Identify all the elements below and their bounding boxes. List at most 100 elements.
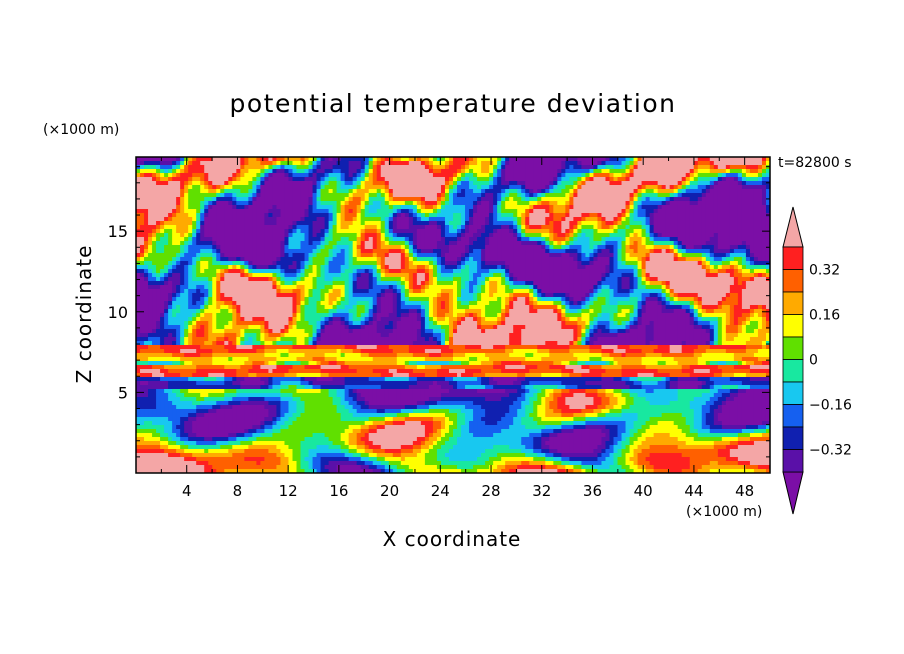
contour-cell bbox=[340, 185, 346, 190]
contour-cell bbox=[376, 237, 382, 242]
contour-cell bbox=[625, 265, 631, 270]
contour-cell bbox=[589, 201, 595, 206]
contour-cell bbox=[717, 241, 723, 246]
contour-cell bbox=[324, 229, 330, 234]
contour-cell bbox=[344, 177, 350, 182]
contour-cell bbox=[453, 209, 458, 214]
contour-cell bbox=[244, 257, 249, 262]
contour-cell bbox=[260, 165, 265, 170]
contour-cell bbox=[216, 257, 221, 262]
contour-cell bbox=[737, 233, 743, 238]
contour-cell bbox=[537, 181, 542, 186]
contour-cell bbox=[296, 193, 302, 198]
contour-cell bbox=[677, 213, 683, 218]
contour-cell bbox=[356, 217, 362, 222]
contour-cell bbox=[268, 237, 274, 242]
contour-cell bbox=[168, 233, 173, 238]
contour-cell bbox=[292, 257, 298, 262]
contour-cell bbox=[701, 233, 707, 238]
contour-cell bbox=[749, 209, 755, 214]
contour-cell bbox=[288, 233, 294, 238]
contour-cell bbox=[416, 281, 422, 286]
contour-cell bbox=[316, 201, 322, 206]
contour-cell bbox=[224, 217, 229, 222]
contour-cell bbox=[509, 229, 514, 234]
contour-cell bbox=[420, 241, 426, 246]
contour-cell bbox=[613, 225, 619, 230]
contour-cell bbox=[753, 157, 759, 162]
contour-cell bbox=[444, 161, 450, 166]
contour-cell bbox=[673, 221, 679, 226]
contour-cell bbox=[465, 229, 470, 234]
contour-cell bbox=[625, 269, 631, 274]
contour-cell bbox=[264, 197, 270, 202]
contour-cell bbox=[633, 189, 639, 194]
contour-cell bbox=[497, 245, 502, 250]
contour-cell bbox=[617, 193, 623, 198]
contour-cell bbox=[448, 201, 454, 206]
contour-cell bbox=[701, 245, 707, 250]
contour-cell bbox=[144, 181, 149, 186]
contour-cell bbox=[272, 161, 278, 166]
contour-cell bbox=[256, 257, 261, 262]
contour-cell bbox=[200, 241, 205, 246]
contour-cell bbox=[717, 157, 723, 162]
contour-cell bbox=[489, 241, 494, 246]
contour-cell bbox=[360, 237, 366, 242]
contour-cell bbox=[276, 277, 282, 282]
contour-cell bbox=[228, 237, 233, 242]
contour-cell bbox=[264, 185, 270, 190]
contour-cell bbox=[689, 169, 695, 174]
contour-cell bbox=[469, 237, 474, 242]
contour-cell bbox=[328, 209, 334, 214]
contour-cell bbox=[368, 225, 374, 230]
contour-cell bbox=[168, 161, 173, 166]
contour-cell bbox=[589, 181, 595, 186]
contour-cell bbox=[593, 241, 599, 246]
contour-cell bbox=[356, 229, 362, 234]
contour-cell bbox=[645, 225, 651, 230]
contour-cell bbox=[348, 281, 354, 286]
contour-cell bbox=[244, 261, 249, 266]
contour-cell bbox=[244, 233, 249, 238]
contour-cell bbox=[693, 261, 699, 266]
contour-cell bbox=[469, 261, 474, 266]
contour-cell bbox=[432, 229, 438, 234]
contour-cell bbox=[481, 209, 486, 214]
contour-cell bbox=[420, 257, 426, 262]
contour-cell bbox=[689, 209, 695, 214]
contour-cell bbox=[172, 157, 177, 162]
contour-cell bbox=[320, 217, 326, 222]
contour-cell bbox=[561, 185, 566, 190]
contour-cell bbox=[316, 209, 322, 214]
contour-cell bbox=[348, 253, 354, 258]
contour-cell bbox=[316, 261, 322, 266]
contour-cell bbox=[453, 213, 458, 218]
contour-cell bbox=[605, 233, 611, 238]
contour-cell bbox=[721, 257, 727, 262]
contour-cell bbox=[284, 237, 290, 242]
contour-cell bbox=[569, 265, 574, 270]
contour-cell bbox=[549, 261, 554, 266]
contour-cell bbox=[272, 221, 278, 226]
contour-cell bbox=[665, 237, 671, 242]
contour-cell bbox=[593, 221, 599, 226]
contour-cell bbox=[244, 237, 249, 242]
contour-cell bbox=[509, 181, 514, 186]
contour-cell bbox=[481, 237, 486, 242]
contour-cell bbox=[416, 225, 422, 230]
contour-cell bbox=[505, 225, 510, 230]
contour-cell bbox=[356, 209, 362, 214]
contour-cell bbox=[432, 185, 438, 190]
contour-cell bbox=[444, 169, 450, 174]
contour-cell bbox=[633, 245, 639, 250]
contour-cell bbox=[693, 197, 699, 202]
contour-cell bbox=[473, 185, 478, 190]
contour-cell bbox=[541, 241, 546, 246]
contour-cell bbox=[709, 221, 715, 226]
contour-cell bbox=[448, 257, 454, 262]
contour-cell bbox=[621, 213, 627, 218]
contour-cell bbox=[160, 233, 165, 238]
contour-cell bbox=[745, 253, 751, 258]
contour-cell bbox=[501, 265, 506, 270]
